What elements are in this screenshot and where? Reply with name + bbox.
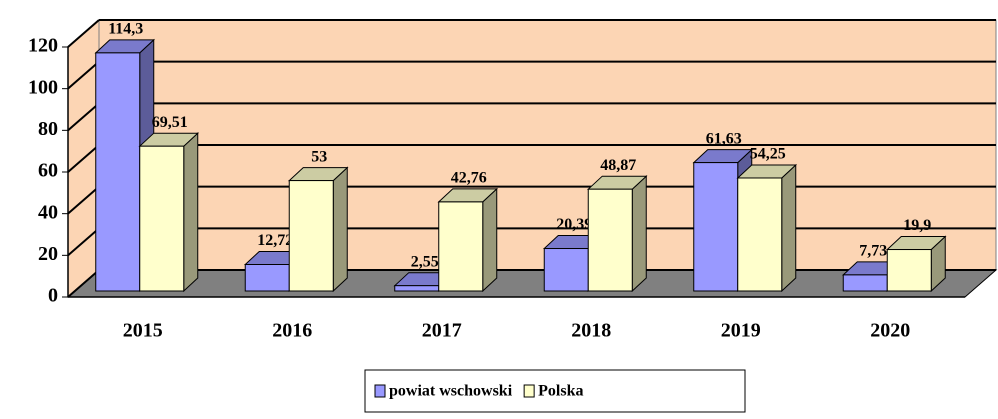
y-tick-label: 60 [38, 160, 58, 182]
bar-side [183, 132, 199, 293]
x-tick-label: 2020 [870, 320, 910, 342]
bar [886, 249, 932, 292]
y-tick-label: 0 [48, 285, 58, 307]
y-tick-label: 100 [28, 76, 58, 98]
legend-label: Polska [538, 383, 583, 400]
bar [737, 177, 783, 292]
x-tick-label: 2015 [123, 320, 163, 342]
legend-swatch [374, 384, 386, 398]
bar [543, 248, 589, 292]
bar [587, 188, 633, 292]
legend-box [364, 369, 746, 413]
bar-side [332, 166, 348, 293]
y-tick-label: 120 [28, 35, 58, 57]
x-tick-label: 2018 [571, 320, 611, 342]
grid-line-side [67, 227, 100, 257]
value-label: 42,76 [451, 170, 487, 187]
y-tick-label: 40 [38, 201, 58, 223]
value-label: 48,87 [600, 157, 636, 174]
grid-line-side [67, 144, 100, 173]
legend-swatch [523, 384, 535, 398]
bar-side [631, 175, 647, 293]
value-label: 53 [311, 148, 327, 165]
legend-label: powiat wschowski [389, 383, 513, 400]
bar [244, 264, 290, 292]
bar-side [482, 187, 498, 293]
value-label: 7,73 [859, 243, 887, 260]
value-label: 2,55 [411, 253, 439, 270]
grid-line-side [67, 60, 100, 90]
bar [842, 274, 888, 292]
value-label: 12,72 [257, 232, 293, 249]
value-label: 61,63 [706, 130, 742, 147]
grid-line-side [67, 185, 100, 215]
bar-side [781, 163, 797, 293]
x-tick-label: 2017 [422, 320, 462, 342]
bar [438, 201, 484, 292]
y-tick-label: 80 [38, 118, 58, 140]
grid-line-side [67, 102, 100, 132]
bar [288, 180, 334, 292]
bar [139, 145, 185, 292]
grid-line-side [67, 269, 100, 298]
value-label: 19,9 [903, 217, 931, 234]
value-label: 114,3 [108, 21, 143, 38]
grid-line-side [67, 19, 100, 48]
value-label: 20,39 [556, 216, 592, 233]
value-label: 69,51 [152, 114, 188, 131]
bar [394, 285, 440, 292]
bar [693, 162, 739, 292]
y-tick-label: 20 [38, 243, 58, 265]
x-tick-label: 2019 [721, 320, 761, 342]
value-label: 54,25 [750, 146, 786, 163]
bar [95, 52, 141, 292]
x-tick-label: 2016 [272, 320, 312, 342]
